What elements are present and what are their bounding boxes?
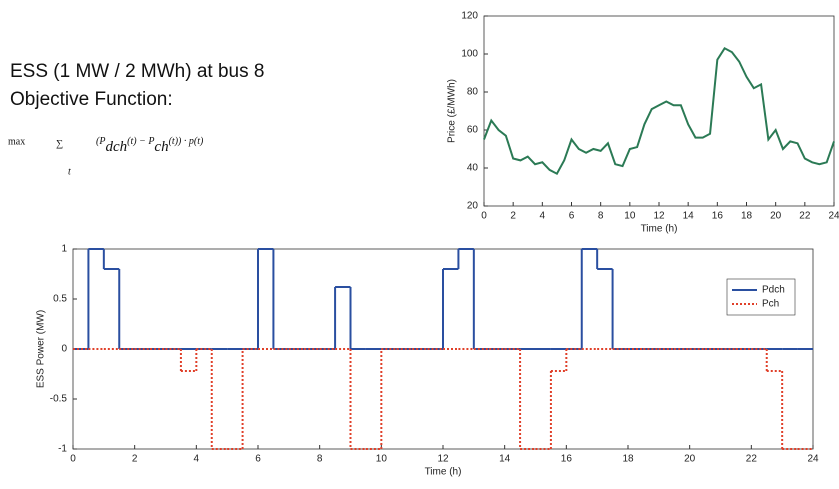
formula-index: t xyxy=(68,166,71,177)
formula-term: P xyxy=(98,136,105,147)
x-tick-label: 2 xyxy=(132,454,138,465)
x-tick-label: 0 xyxy=(70,454,76,465)
x-tick-label: 14 xyxy=(499,454,511,465)
y-axis-label: Price (£/MWh) xyxy=(447,79,458,143)
y-tick-label: 1 xyxy=(61,244,67,255)
x-tick-label: 20 xyxy=(770,211,782,222)
y-tick-label: 0 xyxy=(61,344,67,355)
x-tick-label: 12 xyxy=(437,454,449,465)
line xyxy=(483,46,835,176)
x-tick-label: 16 xyxy=(712,211,724,222)
x-tick-label: 8 xyxy=(317,454,323,465)
legend-label: Pdch xyxy=(762,285,785,296)
x-axis-label: Time (h) xyxy=(425,467,462,478)
y-tick-label: -0.5 xyxy=(50,394,68,405)
y-tick-label: 100 xyxy=(461,49,478,60)
legend-label: Pch xyxy=(762,299,779,310)
x-tick-label: 6 xyxy=(255,454,261,465)
x-tick-label: 0 xyxy=(481,211,487,222)
x-tick-label: 12 xyxy=(653,211,665,222)
y-axis-label: ESS Power (MW) xyxy=(36,310,47,388)
x-tick-label: 10 xyxy=(624,211,636,222)
formula-terms: (Pdch(t) − Pch(t)) · p(t) xyxy=(96,136,204,155)
x-tick-label: 10 xyxy=(376,454,388,465)
formula-term: (t) − xyxy=(127,136,148,147)
y-tick-label: 0.5 xyxy=(53,294,67,305)
y-tick-label: 60 xyxy=(467,125,479,136)
x-tick-label: 20 xyxy=(684,454,696,465)
formula-max: max xyxy=(8,136,25,147)
x-tick-label: 22 xyxy=(746,454,758,465)
formula-term: ( xyxy=(96,136,100,147)
x-tick-label: 24 xyxy=(828,211,839,222)
formula-term: P xyxy=(147,136,154,147)
y-tick-label: 40 xyxy=(467,163,479,174)
x-tick-label: 18 xyxy=(741,211,753,222)
legend-box xyxy=(726,278,796,316)
formula-term: ch xyxy=(154,139,168,155)
x-tick-label: 18 xyxy=(622,454,634,465)
x-tick-label: 4 xyxy=(194,454,200,465)
x-tick-label: 14 xyxy=(683,211,695,222)
x-tick-label: 2 xyxy=(510,211,516,222)
formula-sum: ∑ xyxy=(56,138,63,149)
x-tick-label: 6 xyxy=(569,211,575,222)
formula-term: dch xyxy=(105,139,127,155)
x-tick-label: 16 xyxy=(561,454,573,465)
formula-term: (t)) · p(t) xyxy=(169,136,204,147)
slide-line: ESS (1 MW / 2 MWh) at bus 8 xyxy=(10,61,264,82)
x-tick-label: 22 xyxy=(799,211,811,222)
x-tick-label: 8 xyxy=(598,211,604,222)
y-tick-label: -1 xyxy=(58,444,67,455)
plot-frame xyxy=(483,15,835,207)
x-axis-label: Time (h) xyxy=(641,224,678,235)
slide-line: Objective Function: xyxy=(10,89,173,110)
x-tick-label: 24 xyxy=(807,454,819,465)
y-tick-label: 20 xyxy=(467,201,479,212)
x-tick-label: 4 xyxy=(540,211,546,222)
y-tick-label: 80 xyxy=(467,87,479,98)
y-tick-label: 120 xyxy=(461,11,478,22)
